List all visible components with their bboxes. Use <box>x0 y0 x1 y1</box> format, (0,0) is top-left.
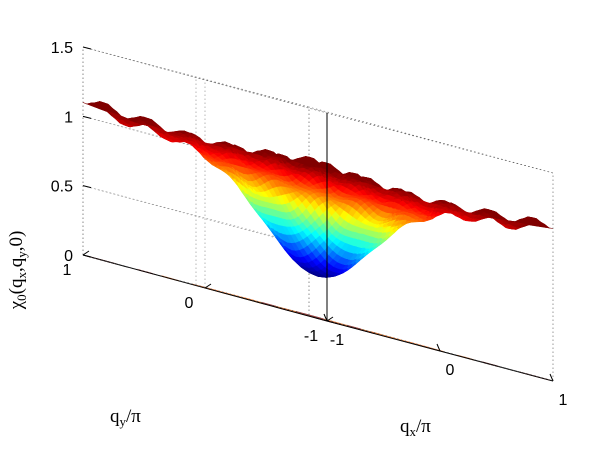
surface-facet <box>544 224 554 229</box>
z-grid-back-3 <box>82 46 310 108</box>
y-axis-label: qy/π <box>110 406 141 429</box>
x-axis-ticks: -1 0 1 <box>323 313 568 409</box>
y-tick-mark-0 <box>326 316 334 322</box>
x-tick-mark-1 <box>436 343 441 352</box>
x-tick-label: 1 <box>559 392 568 409</box>
y-tick-label: 1 <box>63 262 72 279</box>
x-tick-label: 0 <box>446 362 455 379</box>
y-tick-mark-1 <box>204 283 212 289</box>
y-tick-label: 0 <box>185 295 194 312</box>
z-label-sub-0: 0 <box>14 294 29 301</box>
z-axis-label: χ0(qx,qy,0) <box>6 231 29 311</box>
z-tick-mark-1 <box>82 185 92 189</box>
z-tick-mark-2 <box>82 115 92 119</box>
z-axis-ticks: 0 0.5 1 1.5 <box>51 40 92 265</box>
box-edge-bottom-back <box>82 254 310 316</box>
z-tick-mark-0 <box>82 254 92 258</box>
y-tick-mark-2 <box>82 250 90 256</box>
z-tick-label: 1 <box>64 109 73 126</box>
y-axis-ticks: -101 <box>63 250 334 345</box>
z-label-main: χ <box>6 300 27 310</box>
box-edge-top-right <box>308 106 554 174</box>
y-tick-label: -1 <box>304 328 318 345</box>
box-edge-top-front <box>326 112 554 174</box>
surface-mesh <box>82 101 554 278</box>
z-tick-label: 0 <box>64 248 73 265</box>
x-tick-mark-2 <box>549 373 554 382</box>
x-axis-label: qx/π <box>400 416 431 439</box>
z-tick-label: 0.5 <box>51 179 73 196</box>
z-tick-mark-3 <box>82 46 92 50</box>
z-tick-label: 1.5 <box>51 40 73 57</box>
x-tick-mark-0 <box>323 313 328 322</box>
x-tick-label: -1 <box>330 332 344 349</box>
